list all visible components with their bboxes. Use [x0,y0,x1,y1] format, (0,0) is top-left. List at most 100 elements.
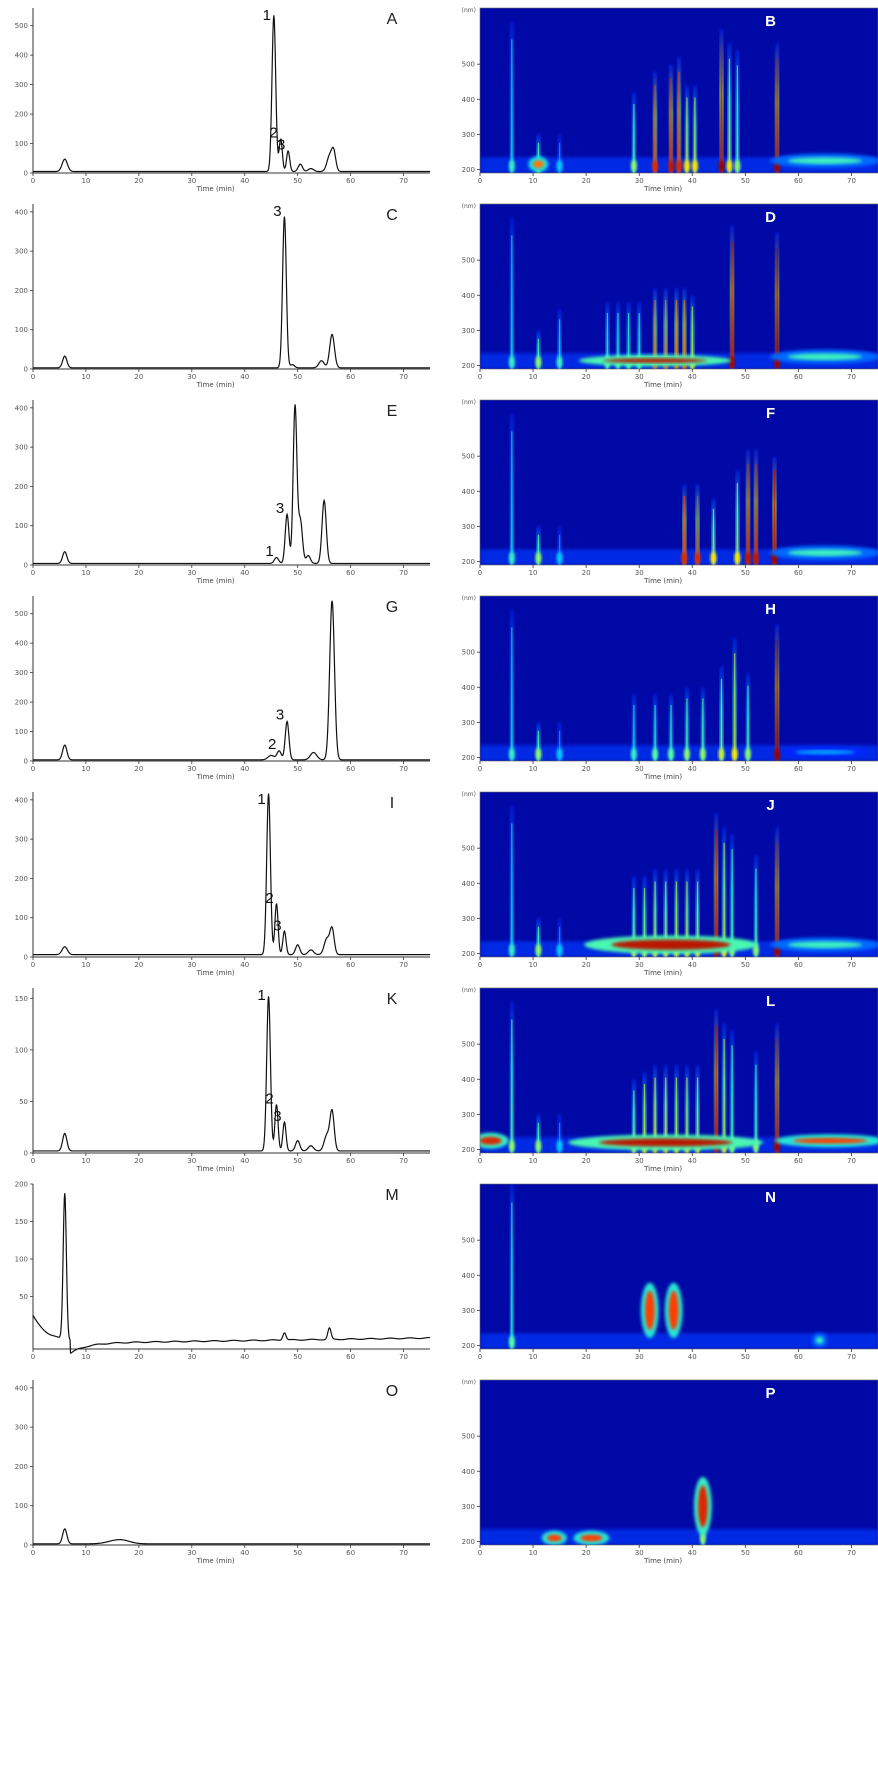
panel-C: 0 100 200 300 400 0 10 20 30 40 50 60 70 Time (min) 3 C [15,203,430,389]
panel-J: 200 300 400 500 (nm) 0 10 20 30 40 50 60 70 Time (min… [462,791,878,977]
x-tick-label: 30 [187,1157,196,1165]
peak-label-1: 1 [257,987,265,1004]
spectral-blob [698,1485,708,1528]
y-tick-label: 200 [15,111,28,119]
x-axis-label: Time (min) [196,1165,235,1173]
x-tick-label: 60 [346,1157,355,1165]
x-tick-label: 50 [293,177,302,185]
band-hotspot [683,159,690,172]
x-tick-label: 0 [31,177,35,185]
y-tick-label: 300 [462,327,475,335]
spectral-band-core [736,65,738,173]
x-tick-label: 50 [741,569,750,577]
spectral-blob [598,1138,733,1147]
x-tick-label: 40 [240,961,249,969]
spectral-band-core [736,483,738,565]
panel-letter: A [387,11,398,28]
y-tick-label: 200 [15,1181,28,1189]
chromatogram-trace [33,996,430,1152]
spectral-band-core [683,496,685,565]
y-tick-label: 100 [15,728,28,736]
x-tick-label: 70 [399,1157,408,1165]
spectral-band-core [559,534,561,565]
spectral-band-core [694,97,696,173]
heatmap-frame [479,595,878,762]
x-axis-label: Time (min) [643,1557,682,1565]
heatmap-frame [479,987,878,1154]
x-tick-label: 30 [187,177,196,185]
spectral-band-core [715,1025,717,1153]
y-tick-label: 400 [462,1272,475,1280]
x-tick-label: 20 [134,1353,143,1361]
x-tick-label: 50 [293,1549,302,1557]
spectral-band-core [633,1090,635,1153]
x-tick-label: 50 [293,373,302,381]
x-tick-label: 40 [688,1549,697,1557]
spectral-band-core [511,235,513,369]
x-tick-label: 60 [346,177,355,185]
band-hotspot [508,1139,515,1152]
y-tick-label: 300 [15,669,28,677]
spectral-blob [603,358,708,363]
x-tick-label: 10 [81,177,90,185]
spectral-band-core [691,306,693,369]
y-tick-label: 400 [462,1468,475,1476]
x-tick-label: 30 [635,177,644,185]
x-tick-label: 40 [688,569,697,577]
panel-letter: I [390,795,394,812]
y-tick-label: 150 [15,1218,28,1226]
chromatogram-trace [33,404,430,565]
x-tick-label: 70 [847,569,856,577]
x-tick-label: 20 [582,1157,591,1165]
heatmap-field [480,22,878,173]
x-tick-label: 10 [81,1157,90,1165]
x-tick-label: 20 [582,765,591,773]
x-tick-label: 10 [81,1353,90,1361]
x-tick-label: 50 [741,1157,750,1165]
band-hotspot [744,551,751,564]
y-tick-label: 100 [15,1256,28,1264]
y-tick-label: 100 [15,1502,28,1510]
band-hotspot [699,747,706,760]
x-tick-label: 70 [847,961,856,969]
heatmap-background [480,1380,878,1545]
y-tick-label: 400 [462,684,475,692]
y-tick-label: 0 [24,562,28,570]
panel-letter: L [766,993,775,1010]
x-tick-label: 40 [240,1157,249,1165]
band-hotspot [668,159,675,172]
spectral-band-core [559,730,561,761]
x-axis-label: Time (min) [643,773,682,781]
panel-letter: K [387,991,398,1008]
x-tick-label: 0 [31,765,35,773]
spectral-band-core [643,888,646,957]
chromatogram-trace [33,793,430,956]
spectral-blob [787,157,863,165]
x-tick-label: 60 [794,961,803,969]
spectral-band-core [720,45,723,173]
x-tick-label: 40 [240,1549,249,1557]
x-axis-label: Time (min) [643,381,682,389]
peak-label-2: 2 [268,736,276,753]
y-tick-label: 0 [24,954,28,962]
spectral-band-core [675,881,677,957]
band-hotspot [535,551,542,564]
spectral-band-core [633,104,635,173]
spectral-band-core [747,463,749,565]
heatmap-frame [479,7,878,174]
y-tick-label: 0 [24,1542,28,1550]
x-tick-label: 10 [81,1549,90,1557]
peak-label-1: 1 [257,791,265,808]
band-hotspot [556,355,563,368]
band-hotspot [508,943,515,956]
y-tick-label: 300 [462,1111,475,1119]
y-tick-label: 400 [15,1384,28,1392]
y-tick-label: 200 [15,875,28,883]
panel-letter: M [385,1187,398,1204]
spectral-band-core [773,470,776,565]
spectral-band-core [675,300,677,369]
y-tick-label: 100 [15,522,28,530]
peak-label-2: 2 [265,890,273,907]
panel-M: 50 100 150 200 0 10 20 30 40 50 60 70 M [15,1181,431,1361]
band-hotspot [508,1335,515,1348]
